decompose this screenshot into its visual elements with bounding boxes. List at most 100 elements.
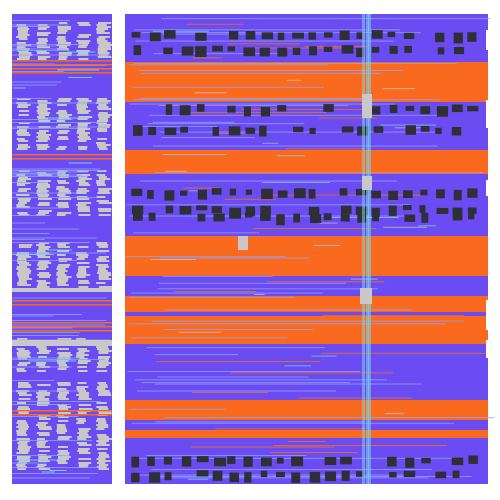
left-gray-stripe: [57, 388, 67, 390]
left-noise-stripe: [12, 168, 101, 170]
left-cyan-stripe: [13, 87, 26, 89]
left-gray-stripe: [98, 214, 111, 216]
left-gray-stripe: [18, 406, 29, 408]
right-noise-line: [139, 180, 397, 182]
right-dark-block: [214, 457, 226, 467]
left-gray-stripe: [98, 276, 109, 278]
left-gray-stripe: [77, 140, 87, 142]
left-gray-stripe: [96, 32, 110, 34]
right-dark-block: [389, 104, 398, 113]
right-dark-block: [389, 472, 397, 478]
left-gray-stripe: [57, 270, 68, 272]
right-noise-line: [161, 137, 255, 139]
left-gray-stripe: [57, 246, 70, 248]
left-gray-stripe: [36, 106, 48, 108]
left-gray-stripe: [96, 388, 106, 390]
left-gray-stripe: [78, 398, 92, 400]
left-gray-stripe: [58, 420, 69, 422]
left-gray-stripe: [96, 174, 106, 176]
right-noise-line: [134, 379, 387, 381]
left-gray-stripe: [76, 352, 85, 354]
left-gray-stripe: [58, 198, 72, 200]
right-dark-block: [245, 31, 256, 40]
left-gray-stripe: [77, 206, 90, 208]
left-gray-stripe: [18, 424, 29, 426]
left-gray-stripe: [97, 382, 106, 384]
right-dark-block: [245, 212, 253, 218]
right-noise-line: [131, 86, 324, 88]
right-noise-line: [163, 329, 314, 330]
left-gray-stripe: [78, 24, 91, 26]
left-gray-stripe: [38, 348, 47, 350]
left-gray-stripe: [58, 52, 72, 54]
right-dark-block: [276, 457, 284, 464]
right-dark-block: [149, 472, 161, 483]
right-dark-block: [355, 206, 368, 215]
left-gray-stripe: [18, 276, 29, 278]
left-gray-stripe: [77, 136, 90, 138]
left-orange-line: [12, 158, 112, 160]
right-orange-band: [125, 400, 488, 420]
left-noise-stripe: [12, 45, 57, 47]
left-noise-stripe: [12, 126, 108, 128]
left-gray-stripe: [98, 116, 110, 118]
right-orange-line: [273, 445, 448, 447]
left-gray-stripe: [37, 384, 51, 386]
left-gray-stripe: [77, 112, 89, 114]
left-gray-stripe: [56, 204, 69, 206]
left-noise-stripe: [12, 176, 88, 177]
left-gray-stripe: [16, 368, 25, 370]
left-gray-stripe: [18, 146, 31, 148]
right-dark-block: [133, 125, 143, 136]
left-cyan-stripe: [28, 360, 77, 362]
left-gray-stripe: [97, 208, 112, 210]
left-gray-stripe: [17, 190, 27, 192]
right-noise-line: [155, 421, 365, 423]
right-orange-line: [187, 23, 244, 25]
left-gray-stripe: [38, 460, 50, 462]
left-noise-stripe: [12, 314, 82, 315]
right-dark-block: [371, 106, 381, 115]
left-gray-stripe: [96, 28, 109, 30]
right-dark-block: [387, 31, 396, 37]
right-dark-block: [260, 470, 268, 478]
left-gray-stripe: [37, 398, 50, 400]
right-edge-notch: [486, 300, 500, 330]
left-gray-stripe: [78, 178, 92, 180]
left-noise-stripe: [12, 102, 111, 104]
left-gray-stripe: [56, 38, 66, 40]
left-gray-stripe: [77, 188, 87, 190]
left-gray-stripe: [98, 360, 109, 362]
left-gray-stripe: [38, 202, 50, 204]
left-gray-stripe: [17, 198, 31, 200]
left-gray-stripe: [38, 450, 50, 452]
left-gray-stripe: [96, 182, 105, 184]
left-gray-stripe: [97, 270, 108, 272]
left-gray-stripe: [76, 130, 86, 132]
right-dark-block: [356, 32, 363, 39]
left-gray-stripe: [17, 448, 30, 450]
left-gray-stripe: [78, 58, 89, 60]
right-dark-block: [229, 30, 239, 40]
left-gray-stripe: [98, 390, 110, 392]
left-gray-stripe: [37, 56, 51, 58]
left-gray-stripe: [58, 136, 68, 138]
left-gray-stripe: [57, 194, 66, 196]
right-orange-line: [200, 81, 315, 83]
left-gray-stripe: [76, 262, 90, 264]
left-gray-stripe: [76, 204, 87, 206]
right-dark-block: [451, 127, 462, 136]
left-gray-stripe: [97, 436, 109, 438]
left-gray-stripe: [16, 46, 26, 48]
right-noise-line: [146, 347, 325, 349]
right-dark-block: [372, 214, 379, 222]
left-gray-stripe: [36, 136, 50, 138]
left-gray-stripe: [56, 272, 65, 274]
right-orange-line: [322, 315, 464, 316]
left-noise-stripe: [12, 24, 69, 26]
left-gray-stripe: [98, 202, 112, 204]
left-gray-stripe: [58, 456, 71, 458]
left-gray-stripe: [96, 38, 106, 40]
left-noise-stripe: [12, 366, 73, 368]
